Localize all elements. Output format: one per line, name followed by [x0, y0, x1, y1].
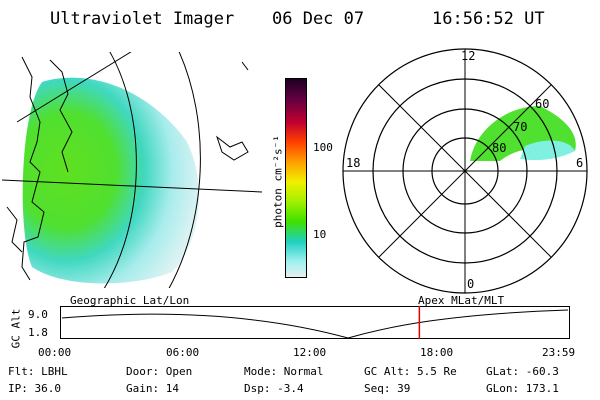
alt-xtick-2: 12:00 — [293, 346, 327, 359]
status-glon: GLon: 173.1 — [486, 382, 559, 395]
status-filter: Flt: LBHL — [8, 365, 68, 378]
mlat-label-60: 60 — [535, 97, 550, 111]
mlt-label-12: 12 — [461, 49, 476, 63]
alt-ytick-high: 9.0 — [28, 308, 48, 321]
map-grid — [2, 52, 262, 288]
date-label: 06 Dec 07 — [272, 9, 365, 29]
alt-xtick-3: 18:00 — [420, 346, 454, 359]
status-mode: Mode: Normal — [244, 365, 324, 378]
status-ip: IP: 36.0 — [8, 382, 61, 395]
time-label: 16:56:52 UT — [432, 9, 545, 29]
mlat-label-70: 70 — [513, 120, 528, 134]
mlat-label-80: 80 — [492, 141, 507, 155]
intensity-colorbar — [285, 78, 307, 278]
status-door: Door: Open — [126, 365, 193, 378]
instrument-title: Ultraviolet Imager — [50, 9, 235, 29]
aurora-region — [22, 77, 200, 284]
status-seq: Seq: 39 — [364, 382, 411, 395]
status-glat: GLat: -60.3 — [486, 365, 559, 378]
alt-ytick-low: 1.8 — [28, 326, 48, 339]
alt-xtick-0: 00:00 — [38, 346, 72, 359]
altitude-timeline — [60, 306, 570, 339]
status-dsp: Dsp: -3.4 — [244, 382, 304, 395]
mlt-label-18: 18 — [346, 156, 361, 170]
polar-aurora-edge — [520, 140, 575, 161]
alt-xtick-1: 06:00 — [166, 346, 200, 359]
status-gc-alt: GC Alt: 5.5 Re — [364, 365, 457, 378]
alt-plot-ylabel: GC Alt — [9, 308, 23, 349]
colorbar-tick-10: 10 — [313, 228, 327, 241]
alt-xtick-4: 23:59 — [542, 346, 576, 359]
mlt-label-0: 0 — [467, 277, 475, 291]
polar-plot — [342, 48, 588, 294]
colorbar-unit-label: photon cm⁻²s⁻¹ — [271, 135, 285, 228]
mlt-label-6: 6 — [576, 156, 584, 170]
status-gain: Gain: 14 — [126, 382, 179, 395]
right-projection-label: Apex MLat/MLT — [418, 294, 505, 307]
left-projection-label: Geographic Lat/Lon — [70, 294, 190, 307]
geographic-map — [2, 52, 262, 288]
map-coastlines — [6, 56, 249, 281]
colorbar-tick-100: 100 — [313, 141, 333, 154]
